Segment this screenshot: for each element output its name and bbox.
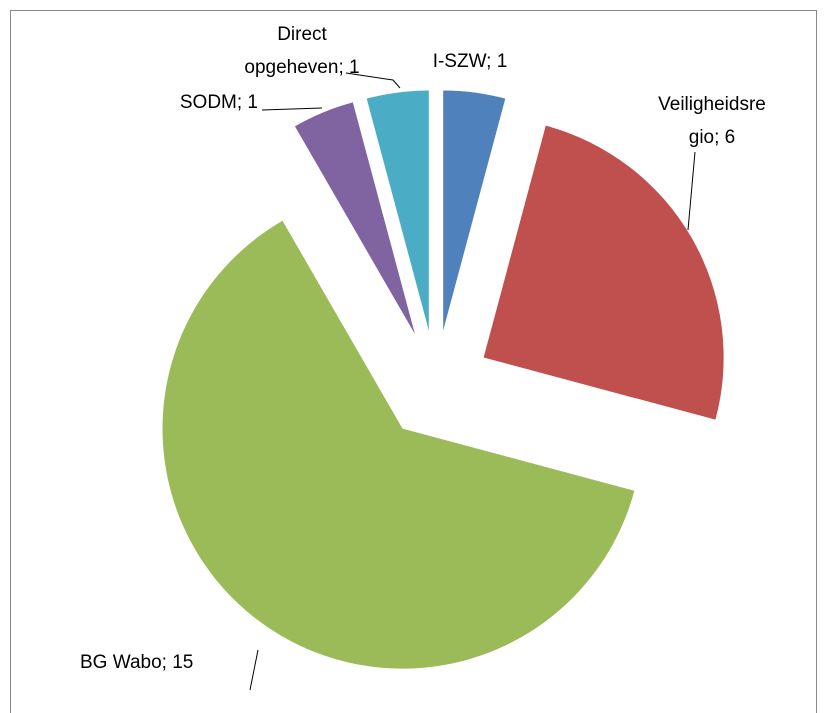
label-line: gio; 6 bbox=[689, 127, 735, 148]
label-line: Direct bbox=[277, 24, 327, 45]
pie-slice bbox=[483, 125, 724, 420]
label-line: BG Wabo; 15 bbox=[80, 652, 193, 673]
leader-line bbox=[249, 649, 259, 691]
leader-line bbox=[345, 72, 401, 89]
leader-line bbox=[261, 107, 323, 111]
label-line: opgeheven; 1 bbox=[244, 57, 359, 78]
pie-slice bbox=[366, 90, 429, 331]
leader-line bbox=[687, 151, 696, 231]
pie-slice bbox=[162, 220, 635, 669]
pie-slice bbox=[294, 102, 415, 335]
pie-slice bbox=[443, 90, 506, 331]
data-label: Direct opgeheven; 1 bbox=[244, 24, 359, 78]
data-label: SODM; 1 bbox=[180, 92, 258, 113]
data-label: I-SZW; 1 bbox=[433, 51, 508, 72]
label-line: Veiligheidsre bbox=[658, 94, 766, 115]
label-line: I-SZW; 1 bbox=[433, 51, 508, 72]
label-line: SODM; 1 bbox=[180, 92, 258, 113]
data-label: Veiligheidsre gio; 6 bbox=[658, 94, 766, 148]
data-label: BG Wabo; 15 bbox=[80, 652, 193, 673]
